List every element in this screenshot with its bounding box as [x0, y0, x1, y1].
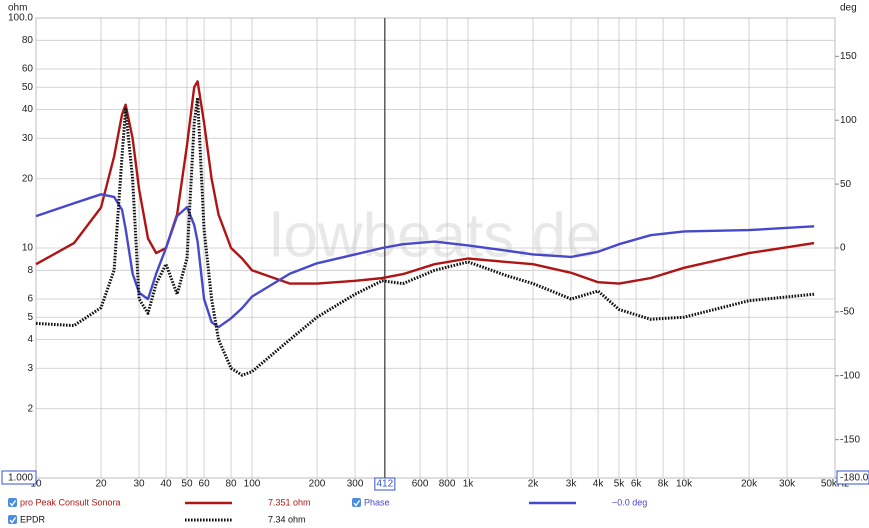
x-tick-label: 300 — [347, 479, 364, 490]
y2-axis-label: deg — [840, 3, 857, 14]
y2-tick-label: -180.0 — [840, 473, 869, 484]
y-tick-label: 10 — [22, 243, 34, 254]
x-tick-label: 1k — [463, 479, 475, 490]
y-tick-label: 100.0 — [8, 13, 33, 24]
cursor-label: 412 — [376, 479, 393, 490]
y2-tick-label: -50 — [840, 307, 855, 318]
y-tick-label: 3 — [27, 363, 33, 374]
y-tick-label: 1.000 — [8, 473, 33, 484]
checkmark — [353, 500, 361, 507]
x-tick-label: 5k — [614, 479, 626, 490]
x-tick-label: 40 — [160, 479, 172, 490]
y-tick-label: 60 — [22, 64, 34, 75]
x-tick-label: 8k — [658, 479, 670, 490]
x-tick-label: 10k — [676, 479, 693, 490]
x-tick-label: 60 — [199, 479, 211, 490]
y2-tick-label: -150 — [840, 434, 860, 445]
y-tick-label: 80 — [22, 35, 34, 46]
y2-tick-label: 100 — [840, 115, 857, 126]
legend-checkbox[interactable] — [352, 498, 361, 507]
x-tick-label: 50 — [181, 479, 193, 490]
legend-label: pro Peak Consult Sonora — [20, 497, 121, 507]
series-line — [35, 193, 815, 329]
x-tick-label: 80 — [226, 479, 238, 490]
legend-label: EPDR — [20, 514, 46, 524]
checkmark — [9, 517, 17, 524]
x-tick-label: 600 — [412, 479, 429, 490]
y-tick-label: 50 — [22, 82, 34, 93]
checkmark — [9, 500, 17, 507]
series-line — [35, 80, 815, 285]
x-tick-label: 30k — [779, 479, 796, 490]
x-tick-label: 30 — [133, 479, 145, 490]
x-tick-label: 50kHz — [821, 479, 849, 490]
y-tick-label: 20 — [22, 173, 34, 184]
legend-readout: 7.351 ohm — [268, 497, 311, 507]
y2-tick-label: -100 — [840, 370, 860, 381]
y-axis-label: ohm — [8, 3, 27, 14]
y-tick-label: 5 — [27, 312, 33, 323]
legend-checkbox[interactable] — [8, 515, 17, 524]
x-tick-label: 100 — [244, 479, 261, 490]
legend-readout: −0.0 deg — [612, 497, 647, 507]
legend-readout: 7.34 ohm — [268, 514, 306, 524]
y-tick-label: 2 — [27, 403, 33, 414]
series-line — [35, 96, 815, 377]
legend-label: Phase — [364, 497, 390, 507]
cursor-box — [374, 477, 396, 491]
x-tick-label: 4k — [593, 479, 605, 490]
y2-tick-label: 150 — [840, 51, 857, 62]
x-tick-label: 800 — [439, 479, 456, 490]
y2-tick-label: 50 — [840, 179, 852, 190]
y-tick-label: 4 — [27, 334, 33, 345]
tick-box — [836, 470, 869, 485]
watermark: lowbeats.de — [270, 201, 601, 270]
y-tick-label: 40 — [22, 104, 34, 115]
x-tick-label: 6k — [631, 479, 643, 490]
y-tick-label: 8 — [27, 265, 33, 276]
x-tick-label: 3k — [566, 479, 578, 490]
legend-checkbox[interactable] — [8, 498, 17, 507]
x-tick-label: 20k — [741, 479, 758, 490]
y-tick-label: 6 — [27, 294, 33, 305]
y-tick-label: 30 — [22, 133, 34, 144]
x-tick-label: 2k — [528, 479, 540, 490]
x-tick-label: 20 — [95, 479, 107, 490]
tick-box — [1, 470, 37, 485]
y2-tick-label: 0 — [840, 243, 846, 254]
x-tick-label: 200 — [309, 479, 326, 490]
